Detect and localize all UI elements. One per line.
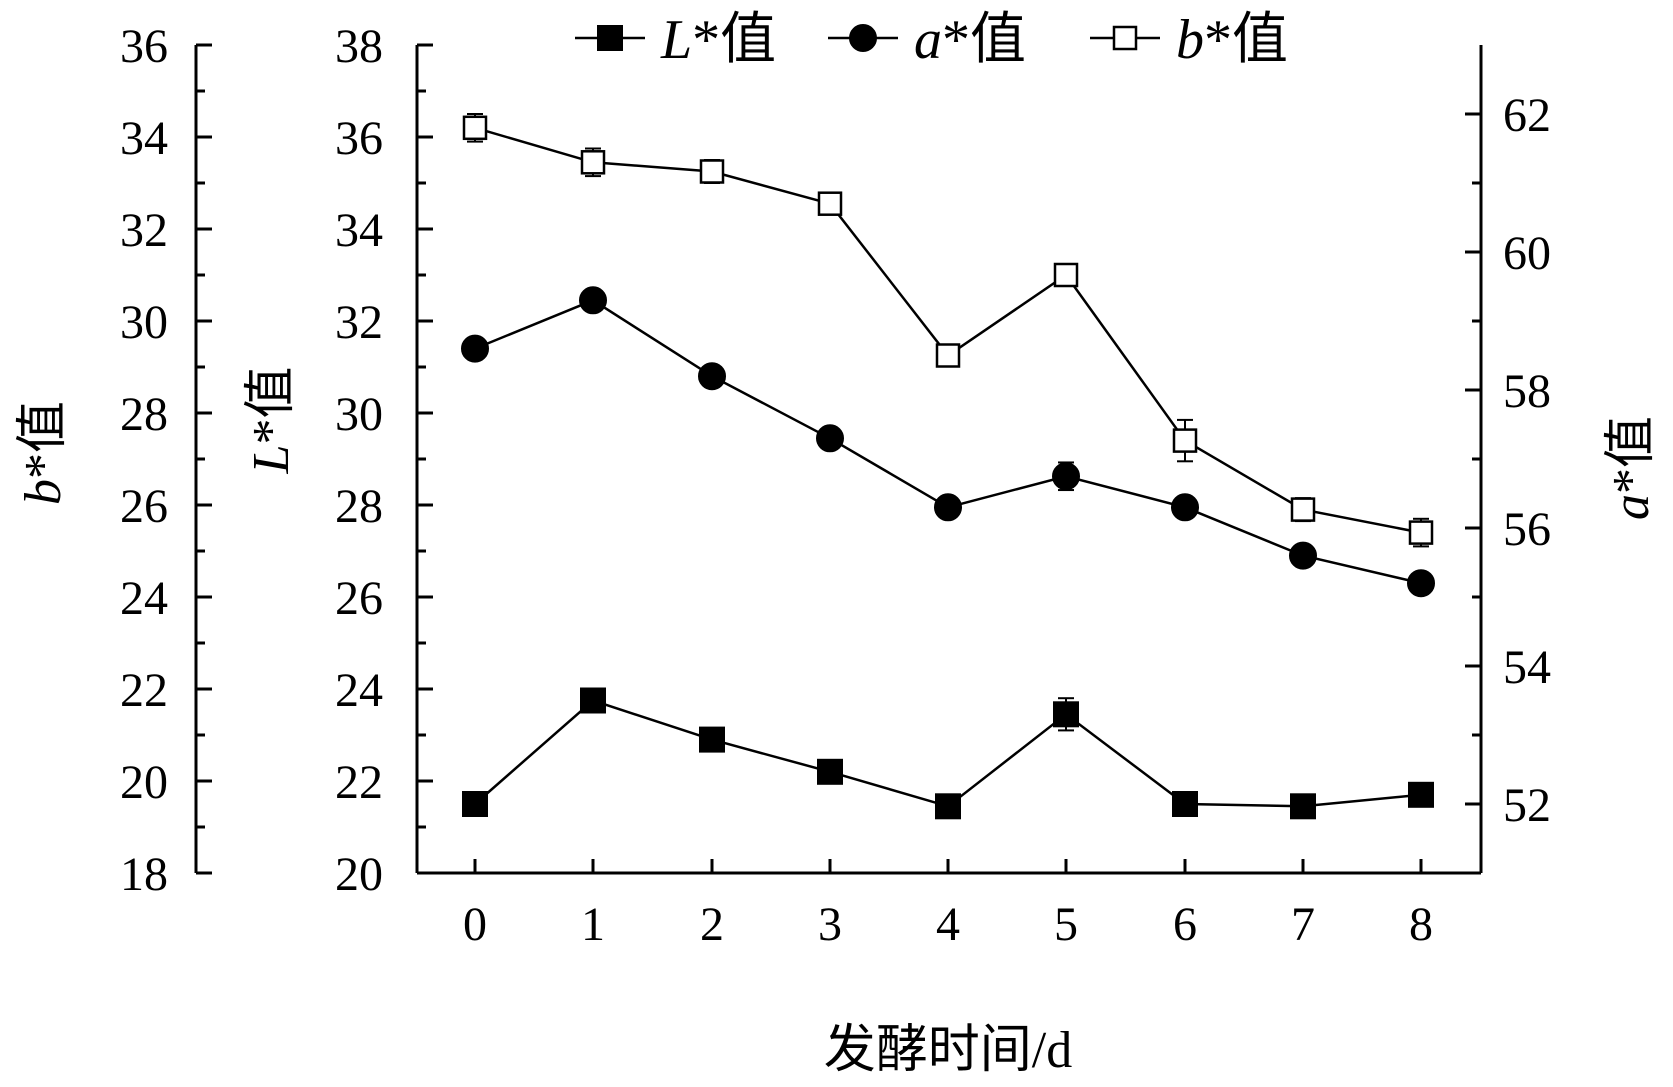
- legend-label-var-a: a: [914, 9, 942, 71]
- legend-label-var-L: L: [660, 9, 692, 71]
- x-tick-label-2: 2: [700, 898, 724, 951]
- l-tick-label-26: 26: [335, 572, 383, 625]
- axes-layer: 0 1 2 3 4 5 6 7 82022242628303234363818202224262…: [120, 20, 1551, 951]
- legend-label-var-b: b: [1176, 9, 1204, 71]
- legend-label-L: L*值: [660, 9, 776, 71]
- b-tick-label-18: 18: [120, 848, 168, 901]
- point-b-5: [1053, 262, 1079, 288]
- x-axis-title: 发酵时间/d: [824, 1022, 1072, 1079]
- point-b-3: [817, 191, 843, 216]
- b-axis-title-suffix: *值: [15, 401, 72, 479]
- legend-item-L: L*值: [575, 9, 776, 71]
- series-b: [462, 113, 1434, 548]
- b-tick-label-24: 24: [120, 572, 168, 625]
- l-tick-label-32: 32: [335, 296, 383, 349]
- series-a: [461, 286, 1435, 598]
- point-a-4: [934, 493, 962, 522]
- a-tick-label-56: 56: [1503, 503, 1551, 556]
- point-b-1: [580, 150, 606, 175]
- b-tick-label-36: 36: [120, 20, 168, 73]
- legend-item-b: b*值: [1090, 9, 1288, 71]
- series-line-a: [474, 298, 1422, 585]
- point-a-2: [698, 362, 726, 391]
- point-L-0: [462, 791, 488, 817]
- series-L: [462, 687, 1434, 820]
- l-tick-label-22: 22: [335, 756, 383, 809]
- l-axis-title-var: L: [243, 445, 300, 475]
- point-b-8: [1408, 520, 1434, 545]
- point-b-4: [935, 343, 961, 368]
- l-axis-title: L*值: [243, 367, 300, 475]
- x-tick-label-6: 6: [1173, 898, 1197, 951]
- x-tick-label-0: 0: [463, 898, 487, 951]
- b-axis-title-var: b: [15, 479, 72, 505]
- legend-marker-L: [597, 25, 623, 51]
- b-tick-label-32: 32: [120, 204, 168, 257]
- legend-label-suffix-L: *值: [692, 9, 776, 71]
- point-b-0: [462, 115, 488, 141]
- point-L-6: [1172, 791, 1198, 817]
- point-L-4: [935, 793, 961, 820]
- b-tick-label-34: 34: [120, 112, 168, 165]
- l-tick-label-20: 20: [335, 848, 383, 901]
- point-a-3: [816, 424, 844, 453]
- point-a-8: [1407, 569, 1435, 598]
- a-tick-label-58: 58: [1503, 365, 1551, 418]
- l-tick-label-24: 24: [335, 664, 383, 717]
- l-tick-label-28: 28: [335, 480, 383, 533]
- legend-label-b: b*值: [1176, 9, 1288, 71]
- b-axis-title: b*值: [15, 401, 72, 505]
- point-a-7: [1289, 541, 1317, 570]
- point-b-7: [1290, 497, 1316, 522]
- a-tick-label-54: 54: [1503, 641, 1551, 694]
- point-L-2: [699, 726, 725, 753]
- x-tick-label-1: 1: [581, 898, 605, 951]
- a-axis-title-suffix: *值: [1603, 416, 1660, 494]
- x-tick-label-3: 3: [818, 898, 842, 951]
- point-a-6: [1171, 493, 1199, 522]
- a-tick-label-52: 52: [1503, 779, 1551, 832]
- l-tick-label-34: 34: [335, 204, 383, 257]
- point-a-0: [461, 334, 489, 363]
- legend: L*值 a*值 b*值: [575, 9, 1288, 71]
- a-tick-label-60: 60: [1503, 227, 1551, 280]
- b-tick-label-30: 30: [120, 296, 168, 349]
- x-tick-label-4: 4: [936, 898, 960, 951]
- x-tick-label-7: 7: [1291, 898, 1315, 951]
- point-L-5: [1053, 701, 1079, 728]
- point-L-7: [1290, 793, 1316, 820]
- l-tick-label-36: 36: [335, 112, 383, 165]
- b-tick-label-28: 28: [120, 388, 168, 441]
- legend-marker-a: [849, 24, 877, 52]
- a-axis-title: a*值: [1603, 416, 1660, 520]
- l-tick-label-38: 38: [335, 20, 383, 73]
- legend-item-a: a*值: [828, 9, 1026, 71]
- b-tick-label-26: 26: [120, 480, 168, 533]
- point-L-8: [1408, 781, 1434, 808]
- series-line-b: [474, 126, 1422, 534]
- l-axis-title-suffix: *值: [243, 367, 300, 445]
- x-tick-label-8: 8: [1409, 898, 1433, 951]
- b-tick-label-22: 22: [120, 664, 168, 717]
- a-tick-label-62: 62: [1503, 89, 1551, 142]
- series-layer: [461, 113, 1435, 820]
- point-L-1: [580, 687, 606, 714]
- l-tick-label-30: 30: [335, 388, 383, 441]
- point-L-3: [817, 758, 843, 785]
- legend-marker-b: [1112, 25, 1138, 51]
- legend-label-suffix-a: *值: [942, 9, 1026, 71]
- point-b-2: [699, 159, 725, 184]
- x-tick-label-5: 5: [1054, 898, 1078, 951]
- series-line-L: [474, 699, 1422, 808]
- a-axis-title-var: a: [1603, 494, 1660, 520]
- b-tick-label-20: 20: [120, 756, 168, 809]
- legend-label-a: a*值: [914, 9, 1026, 71]
- legend-label-suffix-b: *值: [1204, 9, 1288, 71]
- point-b-6: [1172, 428, 1198, 453]
- point-a-1: [579, 286, 607, 315]
- point-a-5: [1052, 462, 1080, 491]
